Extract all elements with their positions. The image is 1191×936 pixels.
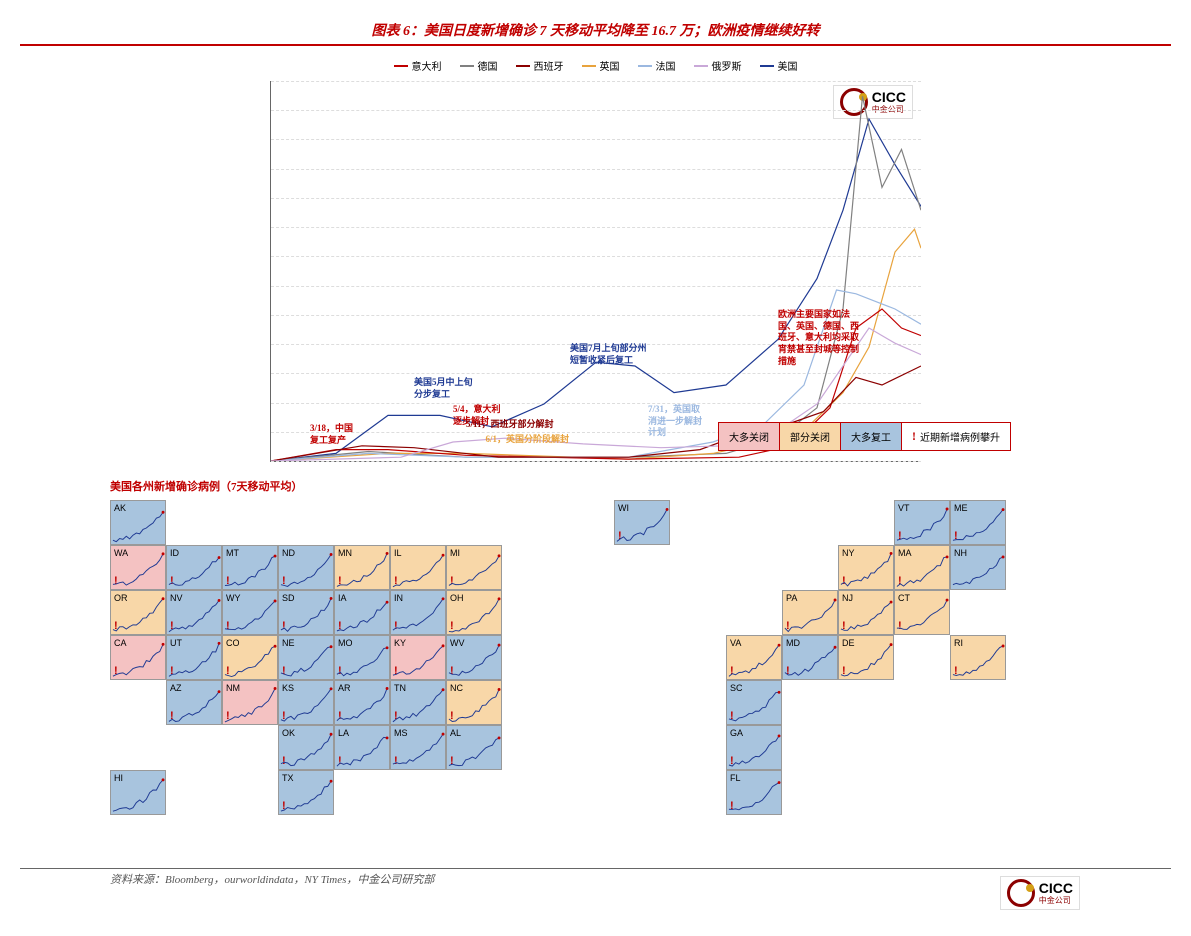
state-cell-NC: NC!	[446, 680, 502, 725]
state-cell-IL: IL!	[390, 545, 446, 590]
state-cell-OK: OK!	[278, 725, 334, 770]
state-cell-DE: DE!	[838, 635, 894, 680]
state-legend-item: 大多复工	[841, 423, 902, 450]
state-cell-MT: MT!	[222, 545, 278, 590]
chart-annotation: 美国5月中上旬分步复工	[414, 377, 473, 400]
state-cell-WA: WA!	[110, 545, 166, 590]
state-cell-WY: WY!	[222, 590, 278, 635]
state-cell-NM: NM!	[222, 680, 278, 725]
state-cell-MN: MN!	[334, 545, 390, 590]
chart-annotation: 3/18，中国复工复产	[310, 423, 353, 446]
state-cell-AL: AL!	[446, 725, 502, 770]
state-legend-item: 大多关闭	[719, 423, 780, 450]
state-grid: AK WI! VT!ME! WA!ID!MT!ND!MN!IL!MI! NY!MA!NH…	[110, 500, 1080, 860]
chart-annotation: 美国7月上旬部分州短暂收紧后复工	[570, 343, 647, 366]
state-cell-SC: SC!	[726, 680, 782, 725]
state-cell-OH: OH!	[446, 590, 502, 635]
state-cell-AZ: AZ!	[166, 680, 222, 725]
state-cell-ND: ND!	[278, 545, 334, 590]
main-legend: 意大利 德国 西班牙 英国 法国 俄罗斯 美国	[20, 54, 1171, 75]
state-cell-CA: CA!	[110, 635, 166, 680]
chart-title: 图表 6：美国日度新增确诊 7 天移动平均降至 16.7 万；欧洲疫情继续好转	[20, 20, 1171, 40]
state-cell-ID: ID!	[166, 545, 222, 590]
state-cell-FL: FL!	[726, 770, 782, 815]
state-cell-CT: CT!	[894, 590, 950, 635]
state-cell-KY: KY!	[390, 635, 446, 680]
state-cell-ME: ME!	[950, 500, 1006, 545]
state-cell-VA: VA!	[726, 635, 782, 680]
state-legend-item: !近期新增病例攀升	[902, 423, 1010, 450]
state-cell-MO: MO!	[334, 635, 390, 680]
logo-icon	[1007, 879, 1035, 907]
state-cell-MD: MD!	[782, 635, 838, 680]
state-cell-OR: OR!	[110, 590, 166, 635]
source-line: 资料来源：Bloomberg，ourworldindata，NY Times，中…	[20, 868, 1171, 887]
state-cell-TN: TN!	[390, 680, 446, 725]
legend-item: 意大利	[394, 58, 442, 73]
chart-annotation: 欧洲主要国家如法国、英国、德国、西班牙、意大利均采取宵禁甚至封城等控制措施	[778, 309, 859, 367]
legend-item: 美国	[760, 58, 798, 73]
state-cell-NE: NE!	[278, 635, 334, 680]
state-cell-RI: RI!	[950, 635, 1006, 680]
cicc-logo-bottom: CICC中金公司	[1000, 876, 1080, 910]
legend-item: 西班牙	[516, 58, 564, 73]
state-cell-MA: MA!	[894, 545, 950, 590]
chart-annotation: 5/11，西班牙部分解封	[466, 419, 554, 431]
legend-item: 俄罗斯	[694, 58, 742, 73]
state-cell-NJ: NJ!	[838, 590, 894, 635]
state-cell-UT: UT!	[166, 635, 222, 680]
state-cell-CO: CO!	[222, 635, 278, 680]
state-cell-VT: VT!	[894, 500, 950, 545]
state-cell-GA: GA!	[726, 725, 782, 770]
legend-item: 法国	[638, 58, 676, 73]
state-cell-AK: AK	[110, 500, 166, 545]
state-legend: 大多关闭部分关闭大多复工!近期新增病例攀升	[718, 422, 1011, 451]
logo-main: CICC	[1039, 881, 1073, 895]
state-cell-LA: LA!	[334, 725, 390, 770]
state-cell-NY: NY!	[838, 545, 894, 590]
state-cell-HI: HI	[110, 770, 166, 815]
state-cell-IN: IN!	[390, 590, 446, 635]
states-subtitle: 美国各州新增确诊病例（7天移动平均）	[20, 462, 1171, 500]
state-cell-SD: SD!	[278, 590, 334, 635]
state-cell-WI: WI!	[614, 500, 670, 545]
state-cell-AR: AR!	[334, 680, 390, 725]
main-line-chart: CICC中金公司 3/18，中国复工复产美国5月中上旬分步复工5/4，意大利逐步…	[270, 81, 921, 462]
state-cell-WV: WV!	[446, 635, 502, 680]
chart-annotation: 6/1，英国分阶段解封	[486, 434, 570, 446]
legend-item: 英国	[582, 58, 620, 73]
logo-sub: 中金公司	[1039, 895, 1073, 906]
legend-item: 德国	[460, 58, 498, 73]
state-cell-MI: MI!	[446, 545, 502, 590]
chart-annotation: 7/31，英国取消进一步解封计划	[648, 404, 702, 439]
state-cell-TX: TX!	[278, 770, 334, 815]
state-cell-NH: NH	[950, 545, 1006, 590]
state-legend-item: 部分关闭	[780, 423, 841, 450]
state-cell-IA: IA!	[334, 590, 390, 635]
state-cell-PA: PA!	[782, 590, 838, 635]
state-cell-MS: MS!	[390, 725, 446, 770]
state-cell-NV: NV!	[166, 590, 222, 635]
state-cell-KS: KS!	[278, 680, 334, 725]
